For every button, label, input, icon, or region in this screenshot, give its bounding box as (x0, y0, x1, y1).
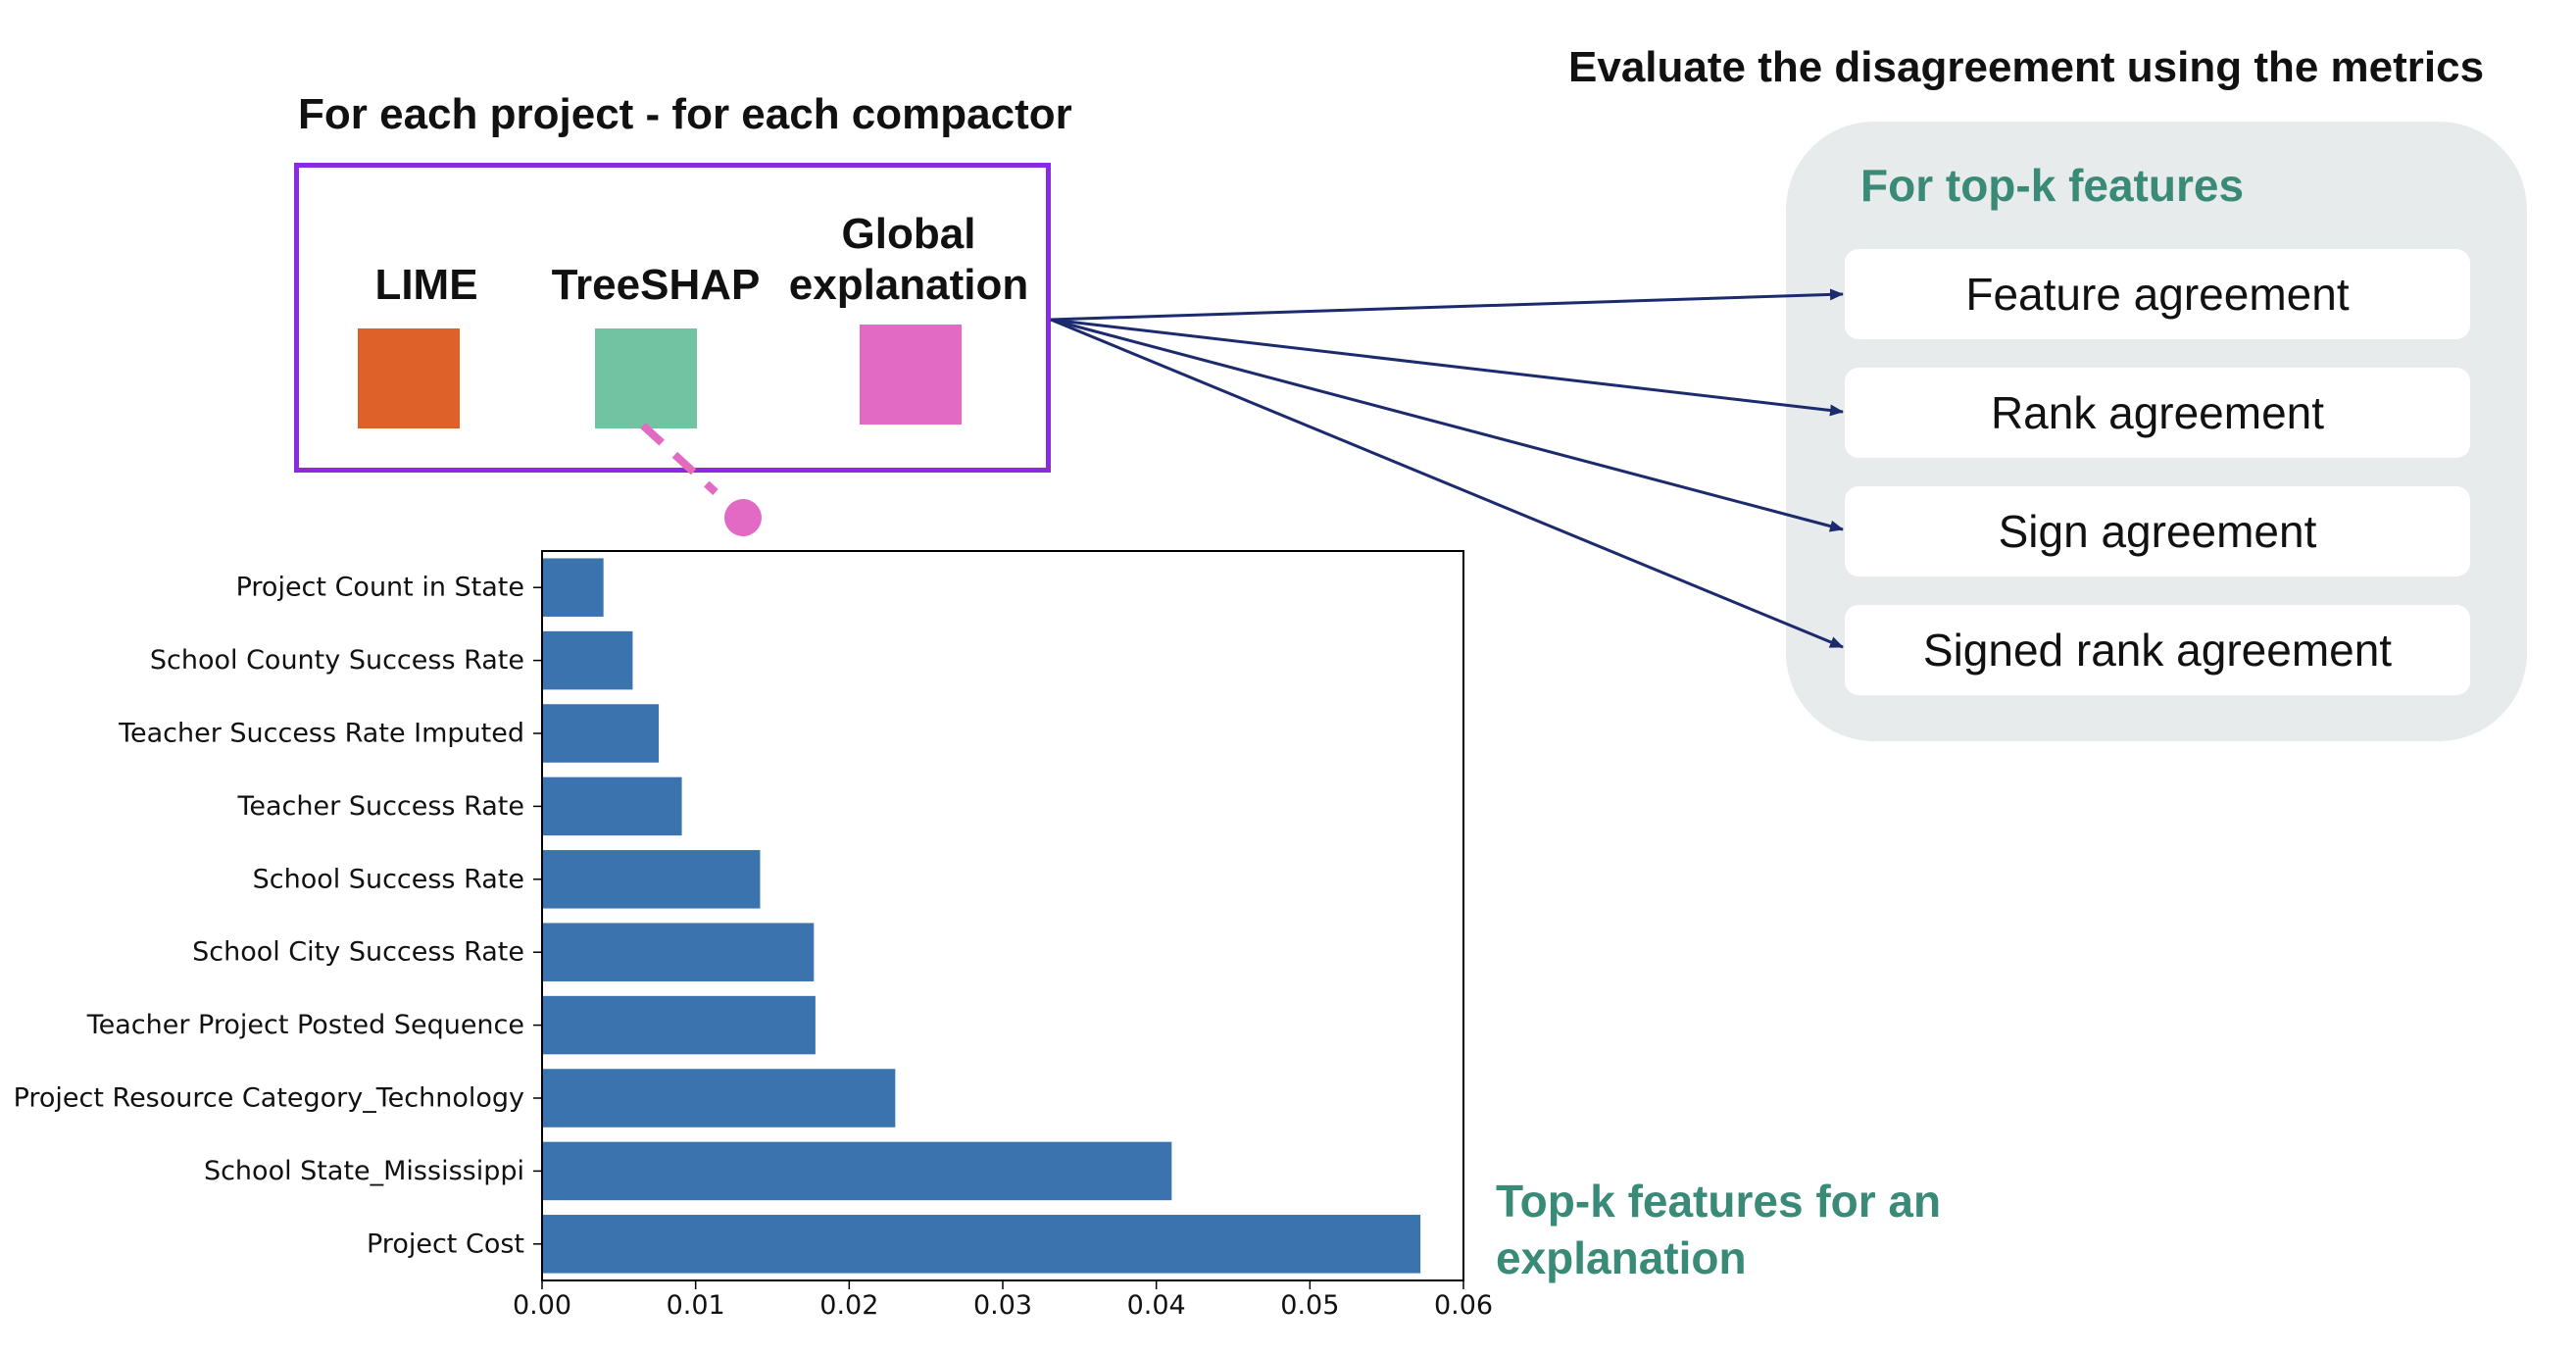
section-heading-left: For each project - for each compactor (298, 90, 1072, 138)
y-tick-label: School City Success Rate (192, 937, 524, 968)
arrows (1050, 288, 1844, 649)
y-tick-label: Project Count in State (236, 573, 524, 603)
x-tick-label: 0.06 (1434, 1290, 1493, 1321)
treeshap-swatch (595, 328, 697, 428)
x-tick-label: 0.02 (819, 1290, 878, 1321)
y-tick-label: School State_Mississippi (204, 1156, 524, 1186)
metrics-panel-title: For top-k features (1860, 160, 2245, 211)
method-label-treeshap: TreeSHAP (551, 261, 761, 309)
metric-feature-agreement: Feature agreement (1845, 249, 2470, 339)
y-tick-label: School Success Rate (253, 864, 524, 894)
bar (542, 850, 761, 909)
y-tick-label: Project Resource Category_Technology (14, 1083, 524, 1114)
bar (542, 1069, 896, 1128)
x-tick-label: 0.03 (973, 1290, 1032, 1321)
y-tick-label: Project Cost (367, 1229, 524, 1259)
metric-sign-agreement: Sign agreement (1845, 486, 2470, 577)
x-tick-label: 0.05 (1280, 1290, 1339, 1321)
y-tick-label: School County Success Rate (150, 645, 524, 676)
arrow-feature-agreement (1050, 288, 1844, 322)
y-tick-label: Teacher Success Rate Imputed (118, 719, 524, 749)
treeshap-connector (640, 423, 762, 536)
connector-dot (724, 499, 762, 536)
metric-signed-rank-agreement: Signed rank agreement (1845, 605, 2470, 695)
bar (542, 923, 815, 981)
lime-swatch (358, 328, 460, 428)
feature-importance-chart: Project Count in State School County Succ… (14, 550, 1493, 1321)
bar (542, 1141, 1172, 1201)
methods-box: LIME TreeSHAP Global explanation (294, 163, 1051, 473)
bar (542, 1215, 1421, 1274)
connector-dash (640, 423, 718, 495)
x-tick-label: 0.00 (513, 1290, 571, 1321)
x-tick-label: 0.01 (667, 1290, 725, 1321)
topk-features-label: Top-k features for an explanation (1496, 1176, 1942, 1283)
bar (542, 558, 604, 617)
y-tick-label: Teacher Success Rate (237, 791, 525, 822)
section-heading-right: Evaluate the disagreement using the metr… (1568, 43, 2485, 91)
y-tick-label: Teacher Project Posted Sequence (86, 1010, 524, 1040)
arrow-rank-agreement (1050, 318, 1844, 417)
bar (542, 630, 633, 690)
method-label-global-explanation: Global explanation (788, 210, 1029, 309)
x-tick-label: 0.04 (1127, 1290, 1186, 1321)
arrow-sign-agreement (1050, 318, 1844, 532)
bar (542, 995, 816, 1055)
arrow-signed-rank-agreement (1050, 318, 1844, 649)
method-label-lime: LIME (374, 261, 478, 309)
global-explanation-swatch (860, 325, 962, 425)
metric-rank-agreement: Rank agreement (1845, 368, 2470, 458)
bar (542, 777, 682, 836)
metrics-panel: For top-k features Feature agreement Ran… (1786, 122, 2527, 741)
bar (542, 704, 660, 763)
